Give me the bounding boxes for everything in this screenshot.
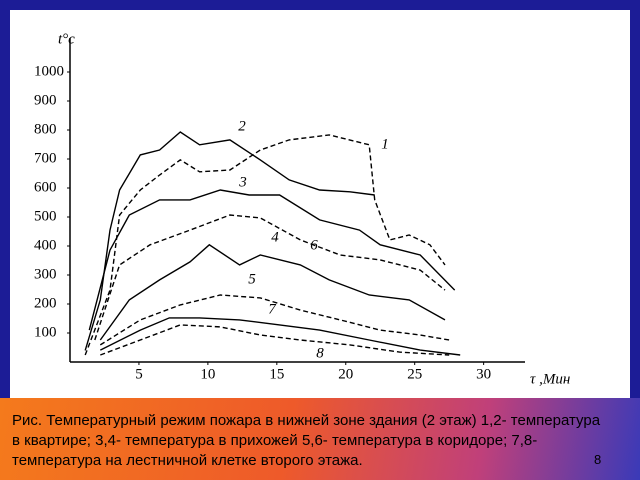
y-tick-label: 100 xyxy=(34,324,57,340)
x-tick-label: 5 xyxy=(135,366,143,382)
curve xyxy=(94,214,446,341)
curve xyxy=(99,294,450,346)
y-tick-label: 300 xyxy=(34,266,57,282)
page-number: 8 xyxy=(594,452,602,467)
y-tick-label: 200 xyxy=(34,295,57,311)
curve-label: 1 xyxy=(381,136,389,152)
curve xyxy=(99,317,461,356)
curve-label: 7 xyxy=(268,301,277,317)
curve xyxy=(88,189,456,331)
y-tick-label: 600 xyxy=(34,179,57,195)
x-tick-label: 20 xyxy=(338,366,353,382)
y-tick-label: 800 xyxy=(34,121,57,137)
curve-label: 2 xyxy=(238,118,246,134)
caption: Рис. Температурный режим пожара в нижней… xyxy=(12,412,601,469)
curve xyxy=(100,324,450,356)
curve-label: 4 xyxy=(271,229,279,245)
curve-label: 6 xyxy=(310,237,318,253)
y-tick-label: 400 xyxy=(34,237,57,253)
curve xyxy=(84,134,446,356)
curve xyxy=(84,131,375,351)
y-tick-label: 900 xyxy=(34,92,57,108)
caption-band xyxy=(0,398,640,480)
curve-label: 8 xyxy=(316,345,324,361)
x-tick-label: 25 xyxy=(407,366,422,382)
y-tick-label: 500 xyxy=(34,208,57,224)
curve-label: 5 xyxy=(248,271,256,287)
chart: t°c τ ,Мин 100 200 300 400 500 600 700 800 900 10… xyxy=(34,31,570,387)
x-tick-label: 10 xyxy=(200,366,215,382)
chart-panel xyxy=(10,10,630,398)
curve xyxy=(99,243,446,341)
x-tick-label: 15 xyxy=(269,366,284,382)
x-tick-label: 30 xyxy=(476,366,491,382)
y-tick-label: 1000 xyxy=(34,63,64,79)
x-axis-label: τ ,Мин xyxy=(530,371,570,387)
y-tick-label: 700 xyxy=(34,150,57,166)
curve-label: 3 xyxy=(238,174,247,190)
y-axis-label: t°c xyxy=(58,31,75,47)
